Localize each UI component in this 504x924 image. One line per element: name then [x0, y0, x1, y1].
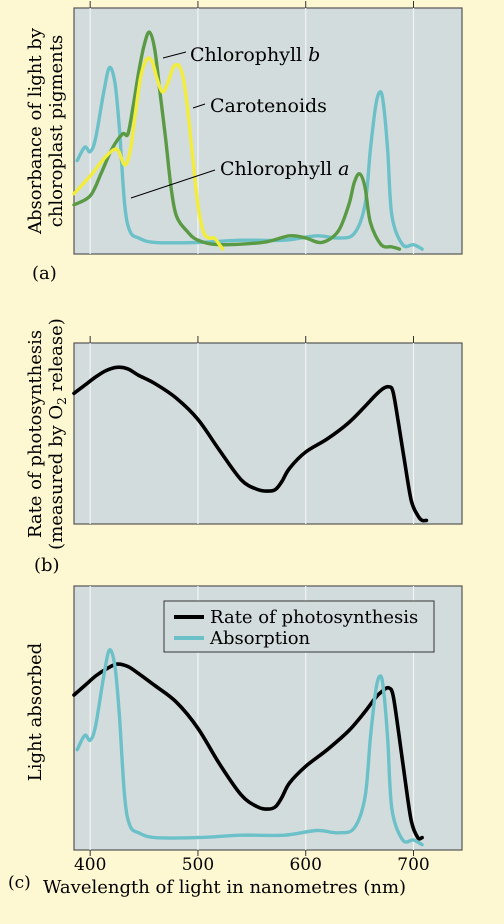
leader-chlorophyll-b: [162, 51, 187, 59]
ylabel-b-line1: Rate of photosynthesis: [25, 330, 46, 538]
series-chlorophyll-b: [72, 30, 402, 251]
xlabel-c: Wavelength of light in nanometres (nm): [43, 877, 406, 898]
xtick-label-400: 400: [74, 855, 106, 875]
panel-a: Chlorophyll b Carotenoids Chlorophyll a …: [25, 1, 463, 284]
xtick-label-600: 600: [289, 855, 321, 875]
lines-b: [72, 365, 429, 523]
series-chlorophyll-a: [75, 65, 424, 251]
panel-b: Rate of photosynthesis (measured by O2 r…: [25, 318, 463, 576]
panel-c: Rate of photosynthesis Absorption Light …: [8, 585, 463, 898]
plot-area-a: [73, 7, 463, 255]
label-chlorophyll-b: Chlorophyll b: [190, 44, 320, 66]
legend-label-absorption: Absorption: [209, 628, 311, 649]
xtick-label-500: 500: [182, 855, 214, 875]
ylabel-a-line2: chloroplast pigments: [46, 35, 67, 228]
series-chlorophyll-a: [75, 648, 424, 847]
lines-c: [72, 648, 424, 847]
xtick-label-700: 700: [397, 855, 429, 875]
grid-b: [89, 336, 415, 524]
label-chlorophyll-a: Chlorophyll a: [220, 158, 349, 180]
ylabel-b-line2: (measured by O2 release): [46, 318, 69, 550]
lines-a: [72, 30, 424, 251]
leader-chlorophyll-a: [130, 169, 216, 199]
series-photosynthesis: [72, 662, 424, 841]
grid-a: [89, 1, 415, 254]
ylabel-a-line1: Absorbance of light by: [25, 27, 46, 235]
legend-label-photosynthesis: Rate of photosynthesis: [210, 607, 418, 628]
xticks-c: 400 500 600 700: [74, 850, 430, 875]
leader-carotenoids: [192, 103, 206, 109]
panel-label-a: (a): [32, 263, 57, 284]
annotations-a: Chlorophyll b Carotenoids Chlorophyll a: [130, 44, 349, 199]
panel-label-c: (c): [8, 873, 31, 893]
legend: Rate of photosynthesis Absorption: [163, 600, 435, 653]
series-photosynthesis: [72, 365, 429, 523]
ylabel-c: Light absorbed: [25, 643, 46, 781]
series-carotenoids: [72, 56, 225, 251]
legend-box: [163, 600, 435, 653]
panel-label-b: (b): [34, 555, 60, 576]
plot-area-b: [73, 342, 463, 525]
label-carotenoids: Carotenoids: [210, 95, 327, 117]
